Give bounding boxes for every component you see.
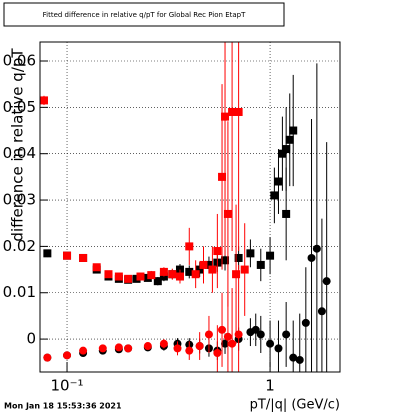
marker [221,112,230,121]
marker [213,348,222,357]
marker [317,307,326,316]
y-tick-label: 0.04 [3,144,36,162]
marker [270,191,279,200]
y-tick-label: 0.06 [3,52,36,70]
marker [274,177,283,186]
marker [124,274,133,283]
marker [143,342,152,351]
marker [175,272,184,281]
marker [285,135,294,144]
marker [307,253,316,262]
marker [159,267,168,276]
x-axis-label: pT/|q| (GeV/c) [250,398,340,413]
marker [114,343,123,352]
marker [240,265,249,274]
marker [234,107,243,116]
marker [185,267,194,276]
chart-title: Fitted difference in relative q/pT for G… [43,11,246,19]
x-tick-label: 10⁻¹ [51,377,84,395]
marker [173,344,182,353]
title-box [3,2,285,27]
y-tick-label: 0.05 [3,98,36,116]
marker [228,339,237,348]
marker [63,251,72,260]
y-tick-label: 0.01 [3,283,36,301]
marker [218,172,227,181]
marker [136,272,145,281]
marker [63,351,72,360]
marker [274,344,283,353]
marker [289,126,298,135]
frame [39,41,341,373]
marker [256,330,265,339]
marker [191,270,200,279]
marker [98,344,107,353]
marker [221,256,230,265]
marker [322,277,331,286]
marker [251,325,260,334]
marker [232,270,241,279]
marker [168,270,177,279]
marker [234,253,243,262]
y-axis-label: difference in relative q/pT [9,48,27,242]
marker [114,272,123,281]
marker [221,339,230,348]
marker [282,209,291,218]
marker [228,107,237,116]
y-tick-label: 0.03 [3,191,36,209]
marker [159,339,168,348]
marker [204,260,213,269]
marker [185,242,194,251]
marker [43,353,52,362]
marker [213,247,222,256]
marker [282,145,291,154]
marker [147,271,156,280]
marker [266,339,275,348]
marker [301,318,310,327]
marker [92,263,101,272]
marker [246,249,255,258]
marker [289,353,298,362]
marker [43,249,52,258]
marker [199,260,208,269]
marker [79,346,88,355]
x-tick-label: 1 [265,377,275,395]
marker [195,265,204,274]
plot-area [40,42,340,372]
marker [295,355,304,364]
marker [278,149,287,158]
marker [104,270,113,279]
marker [282,330,291,339]
marker [218,325,227,334]
y-tick-label: 0 [26,330,36,348]
marker [312,244,321,253]
footer: Mon Jan 18 15:53:36 2021 [4,402,122,411]
marker [208,265,217,274]
marker [223,332,232,341]
marker [79,253,88,262]
marker [223,209,232,218]
marker [153,277,162,286]
y-tick-label: 0.02 [3,237,36,255]
marker [266,251,275,260]
marker [204,330,213,339]
marker [234,330,243,339]
marker [124,344,133,353]
marker [195,342,204,351]
marker [40,96,48,105]
marker [256,260,265,269]
marker [185,346,194,355]
